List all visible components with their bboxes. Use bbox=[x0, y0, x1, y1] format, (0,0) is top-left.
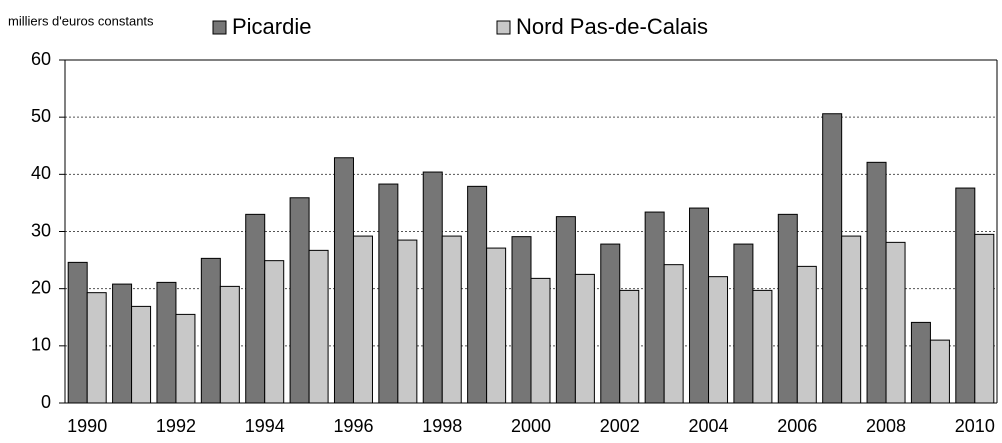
bar bbox=[644, 211, 665, 404]
x-tick-label: 2000 bbox=[511, 416, 551, 436]
bar bbox=[264, 260, 285, 404]
bar bbox=[733, 243, 754, 404]
x-tick-label: 1994 bbox=[245, 416, 285, 436]
x-tick-label: 2004 bbox=[689, 416, 729, 436]
bar bbox=[289, 197, 310, 404]
bar bbox=[175, 313, 196, 404]
y-tick-label: 40 bbox=[31, 163, 51, 183]
bar bbox=[822, 113, 843, 404]
bar bbox=[910, 321, 931, 404]
bar bbox=[619, 289, 640, 404]
legend-label: Picardie bbox=[232, 14, 311, 39]
bar bbox=[555, 216, 576, 404]
bar bbox=[131, 305, 152, 404]
bar bbox=[156, 281, 177, 404]
y-tick-label: 60 bbox=[31, 49, 51, 69]
bar bbox=[663, 264, 684, 404]
bar bbox=[378, 183, 399, 404]
y-tick-label: 0 bbox=[41, 392, 51, 412]
y-tick-label: 20 bbox=[31, 277, 51, 297]
x-tick-label: 2002 bbox=[600, 416, 640, 436]
bar bbox=[796, 265, 817, 404]
legend-swatch bbox=[496, 20, 511, 35]
bar bbox=[200, 257, 221, 404]
bar bbox=[777, 213, 798, 404]
x-tick-label: 1992 bbox=[156, 416, 196, 436]
bar bbox=[600, 243, 621, 404]
legend-label: Nord Pas-de-Calais bbox=[516, 14, 708, 39]
x-tick-label: 2010 bbox=[955, 416, 995, 436]
bar bbox=[885, 241, 906, 404]
bar bbox=[422, 171, 443, 404]
bar bbox=[333, 157, 354, 404]
bar bbox=[929, 339, 950, 404]
bar bbox=[486, 247, 507, 404]
bar bbox=[866, 161, 887, 404]
bar bbox=[530, 277, 551, 404]
bar bbox=[689, 207, 710, 404]
bar bbox=[397, 239, 418, 404]
bar bbox=[245, 213, 266, 404]
bar bbox=[352, 235, 373, 404]
bar bbox=[752, 289, 773, 404]
x-tick-label: 1996 bbox=[333, 416, 373, 436]
x-tick-label: 1998 bbox=[422, 416, 462, 436]
y-tick-label: 30 bbox=[31, 220, 51, 240]
y-tick-label: 50 bbox=[31, 106, 51, 126]
x-tick-label: 1990 bbox=[67, 416, 107, 436]
bar bbox=[708, 276, 729, 404]
bar bbox=[955, 187, 976, 404]
legend-swatch bbox=[212, 20, 227, 35]
bar bbox=[441, 235, 462, 404]
bar bbox=[574, 273, 595, 404]
bar bbox=[974, 233, 995, 404]
bar bbox=[112, 283, 133, 404]
bar bbox=[86, 292, 107, 404]
x-tick-label: 2006 bbox=[777, 416, 817, 436]
y-tick-label: 10 bbox=[31, 335, 51, 355]
x-tick-label: 2008 bbox=[866, 416, 906, 436]
bar bbox=[467, 185, 488, 404]
bar bbox=[219, 285, 240, 404]
bar bbox=[308, 249, 329, 404]
bar bbox=[511, 236, 532, 404]
bar bbox=[67, 261, 88, 404]
bar bbox=[841, 235, 862, 404]
y-axis-label: milliers d'euros constants bbox=[8, 13, 154, 28]
